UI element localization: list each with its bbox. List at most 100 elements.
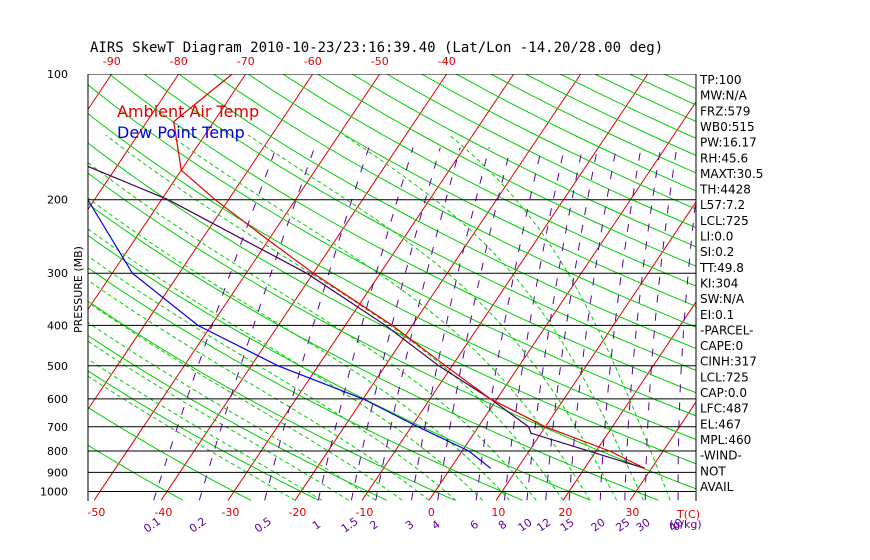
moist-adiabat-line [88, 197, 510, 501]
chart-grid [0, 74, 870, 501]
mixing-ratio-line [264, 147, 370, 501]
dry-adiabat-line [317, 74, 696, 267]
legend-dew-point-temp: Dew Point Temp [117, 123, 245, 142]
dry-adiabat-line [386, 74, 696, 229]
index-label: RH:45.6 [700, 151, 748, 165]
moist-adiabat-line [343, 134, 644, 501]
pressure-tick-label: 800 [47, 445, 68, 458]
isotherm-line [227, 74, 515, 501]
dry-adiabat-line [88, 142, 696, 465]
isotherm-line [0, 74, 45, 500]
index-label: LI:0.0 [700, 230, 733, 244]
index-label: L57:7.2 [700, 198, 745, 212]
mixing-ratio-tick-label: 6 [468, 518, 481, 533]
index-label: CAP:0.0 [700, 386, 747, 400]
chart-curves [88, 74, 646, 469]
top-temperature-tick-label: -80 [170, 55, 188, 68]
index-label: EL:467 [700, 417, 741, 431]
mixing-ratio-tick-label: 12 [534, 516, 553, 535]
isotherm-line [88, 74, 247, 311]
index-label: KI:304 [700, 276, 738, 290]
dry-adiabat-line [143, 74, 696, 371]
dry-adiabat-line [88, 113, 696, 440]
dry-adiabat-line [88, 444, 184, 501]
mixing-ratio-line [526, 147, 584, 501]
mixing-ratio-tick-label: 0.5 [252, 515, 274, 536]
top-temperature-tick-label: -50 [371, 55, 389, 68]
chart-title: AIRS SkewT Diagram 2010-10-23/23:16:39.4… [90, 40, 663, 56]
index-label: SW:N/A [700, 292, 745, 306]
mixing-ratio-tick-label: 8 [496, 518, 509, 533]
index-label: LCL:725 [700, 370, 749, 384]
index-label: MW:N/A [700, 89, 748, 103]
bottom-temperature-tick-label: 20 [558, 506, 572, 519]
pressure-tick-label: 300 [47, 267, 68, 280]
dry-adiabat-line [88, 84, 696, 417]
index-label: SI:0.2 [700, 245, 734, 259]
index-label: -WIND- [700, 449, 742, 463]
mixing-ratio-tick-label: 10 [516, 516, 535, 535]
index-label: CINH:317 [700, 355, 757, 369]
bottom-temperature-tick-label: 10 [491, 506, 505, 519]
index-label: TP:100 [699, 73, 742, 87]
index-label: PW:16.17 [700, 136, 757, 150]
mixing-ratio-tick-label: 2 [368, 518, 381, 533]
mixing-ratio-tick-label: 1 [310, 518, 323, 533]
isotherm-line [294, 74, 582, 501]
bottom-temperature-tick-label: -20 [288, 506, 306, 519]
pressure-tick-label: 200 [47, 194, 68, 207]
dry-adiabat-line [282, 74, 696, 287]
pressure-tick-label: 500 [47, 360, 68, 373]
moist-adiabat-line [105, 134, 564, 501]
bottom-temperature-tick-label: -30 [221, 506, 239, 519]
dry-adiabat-line [88, 406, 252, 501]
y-axis-label: PRESSURE (MB) [72, 246, 85, 333]
dry-adiabat-line [88, 234, 591, 501]
pressure-tick-label: 700 [47, 421, 68, 434]
index-label: LFC:487 [700, 402, 749, 416]
index-label: NOT [700, 464, 726, 478]
dew-point-curve [88, 197, 492, 469]
pressure-tick-label: 400 [47, 319, 68, 332]
index-label: MPL:460 [700, 433, 751, 447]
index-label: AVAIL [700, 480, 734, 494]
mixing-ratio-line [599, 147, 642, 501]
index-label: TT:49.8 [699, 261, 744, 275]
bottom-temperature-tick-label: -50 [87, 506, 105, 519]
parcel-curve [88, 165, 645, 469]
isotherm-line [428, 101, 696, 501]
mixing-ratio-line [350, 147, 441, 501]
dry-adiabat-line [88, 370, 320, 501]
mixing-ratio-tick-label: 0.2 [187, 515, 209, 536]
mixing-ratio-tick-label: 20 [589, 516, 608, 535]
index-label: CAPE:0 [700, 339, 743, 353]
isotherm-line [764, 74, 870, 500]
moist-adiabat-line [88, 375, 296, 501]
top-temperature-tick-label: -40 [438, 55, 456, 68]
mixing-ratio-line [545, 147, 599, 501]
bottom-temperature-tick-label: 0 [428, 506, 435, 519]
top-temperature-tick-label: -70 [237, 55, 255, 68]
dry-adiabat-line [525, 74, 696, 156]
pressure-tick-label: 100 [47, 68, 68, 81]
isotherm-line [93, 74, 381, 501]
bottom-temperature-tick-label: -10 [355, 506, 373, 519]
index-label: EI:0.1 [700, 308, 734, 322]
isotherm-line [88, 74, 113, 111]
dry-adiabat-line [351, 74, 696, 248]
index-label: TH:4428 [699, 183, 751, 197]
legend-ambient-air-temp: Ambient Air Temp [117, 102, 259, 121]
top-temperature-tick-label: -60 [304, 55, 322, 68]
index-label: -PARCEL- [700, 323, 754, 337]
mixing-ratio-tick-label: 3 [403, 518, 416, 533]
isotherm-line [562, 301, 696, 501]
mixing-ratio-line [411, 147, 490, 501]
dry-adiabat-line [421, 74, 696, 210]
dry-adiabat-line [88, 172, 696, 490]
mixing-ratio-tick-label: 4 [429, 518, 442, 533]
isotherm-line [88, 74, 180, 211]
dry-adiabat-line [213, 74, 696, 328]
mixing-ratio-unit-label: (g/kg) [669, 518, 702, 531]
dry-adiabat-line [247, 74, 696, 307]
